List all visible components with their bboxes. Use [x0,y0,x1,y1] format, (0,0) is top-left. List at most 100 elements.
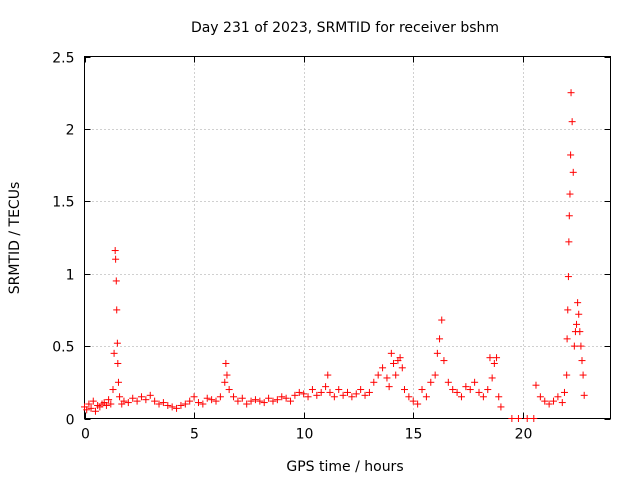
data-point [370,378,378,386]
data-point [514,415,522,422]
data-point [194,399,202,407]
data-point [85,400,93,408]
data-point [550,397,558,405]
y-tick-label: 1.5 [52,195,74,211]
data-point [374,371,382,379]
data-point [541,397,549,405]
data-point [114,359,122,367]
grid-lines [84,56,611,419]
data-point [247,397,255,405]
data-point [385,383,393,391]
data-point [568,118,576,126]
data-point [344,388,351,396]
y-tick-label: 1 [66,268,75,284]
data-points [81,89,588,422]
data-point [326,388,334,396]
data-point [216,393,224,401]
data-point [573,320,581,328]
y-tick-label: 2.5 [52,51,74,67]
data-point [230,393,238,401]
data-point [181,400,189,408]
data-point [560,388,568,396]
data-point [357,386,365,394]
x-tick-label: 0 [81,427,90,443]
data-point [137,393,145,401]
data-point [322,383,330,391]
data-point [431,371,439,379]
data-point [203,394,211,402]
data-point [282,394,290,402]
data-point [495,393,503,401]
data-point [488,374,496,382]
data-point [565,238,573,246]
data-point [570,342,578,350]
data-point [234,397,242,405]
data-point [457,393,465,401]
chart-title: Day 231 of 2023, SRMTID for receiver bsh… [191,20,499,36]
data-point [567,151,575,159]
data-point [409,397,417,405]
data-point [577,342,585,350]
x-tick-label: 15 [405,427,423,443]
data-point [462,383,470,391]
data-point [438,316,446,324]
data-point [564,273,572,281]
data-point [576,328,584,336]
data-point [287,397,295,405]
data-point [558,399,566,407]
data-point [112,277,120,285]
data-point [392,371,400,379]
data-point [530,415,538,422]
x-tick-label: 10 [296,427,314,443]
plot-frame [84,56,611,419]
data-point [105,396,113,404]
data-point [444,378,452,386]
data-point [563,335,571,343]
data-point [308,386,316,394]
data-point [87,404,95,412]
data-point [146,391,154,399]
data-point [124,399,132,407]
data-point [497,403,505,411]
data-point [398,364,406,372]
data-point [186,397,194,405]
data-point [116,393,124,401]
data-point [387,349,395,357]
data-point [142,396,150,404]
data-point [453,388,461,396]
data-point [440,357,448,365]
data-point [278,393,286,401]
data-point [365,388,373,396]
data-point [578,357,586,365]
data-point [89,397,97,405]
data-point [221,378,229,386]
data-point [339,391,347,399]
x-axis-label: GPS time / hours [286,459,403,475]
data-point [486,354,494,362]
data-point [151,397,159,405]
data-point [243,400,251,408]
data-point [400,386,408,394]
data-point [484,386,492,394]
data-point [523,415,531,422]
data-point [91,407,99,415]
data-point [536,393,544,401]
data-point [532,381,540,389]
data-point [427,378,435,386]
data-point [405,393,413,401]
data-point [304,393,312,401]
data-point [574,299,582,307]
data-point [112,255,120,263]
data-point [120,397,128,405]
data-point [554,393,562,401]
data-point [567,89,575,97]
data-point [479,393,487,401]
data-point [396,354,404,362]
data-point [471,378,479,386]
y-axis-label: SRMTID / TECUs [7,182,23,295]
data-point [225,386,233,394]
y-tick-label: 0.5 [52,340,74,356]
data-point [300,390,308,398]
data-point [168,403,176,411]
data-point [111,247,119,255]
